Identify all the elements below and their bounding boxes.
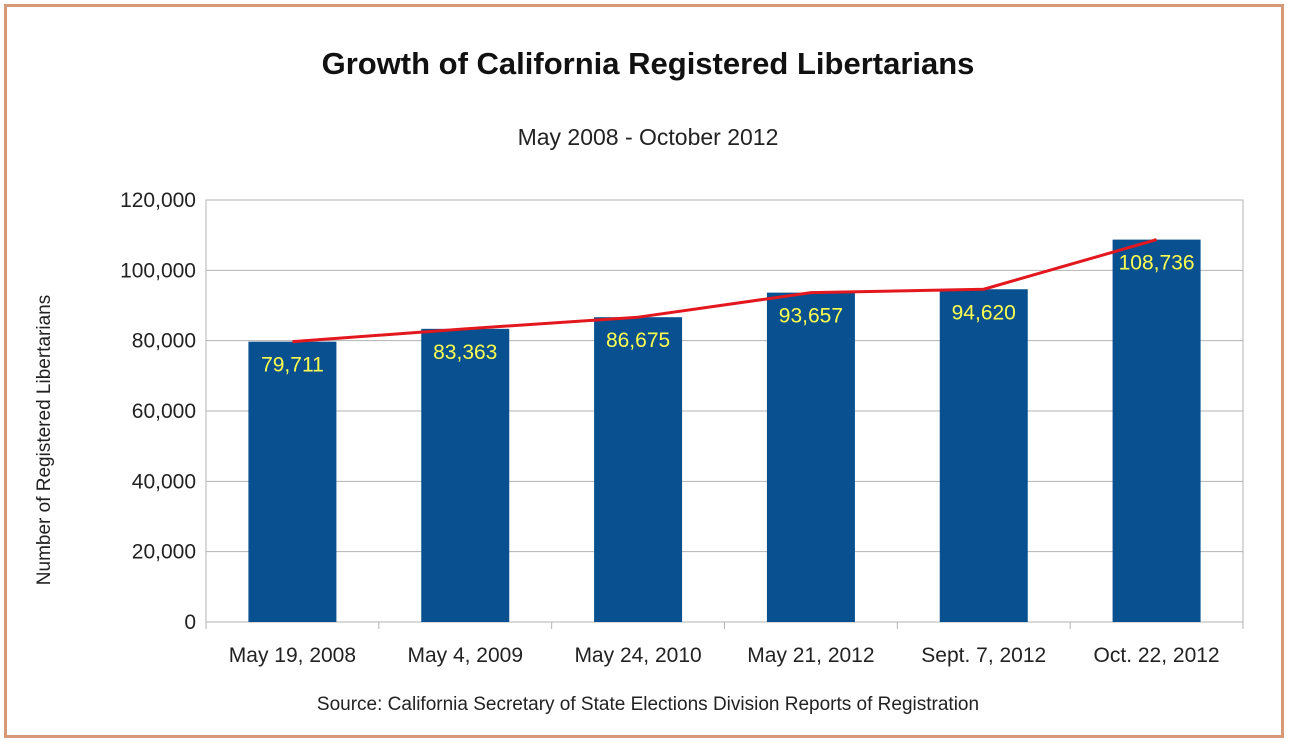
x-tick-label: May 19, 2008 (229, 644, 356, 667)
y-tick-label: 120,000 (120, 189, 196, 212)
x-tick-label: Oct. 22, 2012 (1094, 644, 1220, 667)
y-tick-label: 40,000 (132, 470, 196, 493)
chart-title: Growth of California Registered Libertar… (321, 46, 975, 81)
data-label: 79,711 (261, 354, 324, 377)
bar (594, 317, 683, 622)
data-label: 93,657 (779, 305, 843, 328)
data-label: 94,620 (952, 301, 1016, 324)
trend-line (292, 238, 1157, 344)
data-label: 86,675 (606, 329, 670, 352)
x-tick-label: Sept. 7, 2012 (921, 644, 1046, 667)
x-tick-label: May 4, 2009 (407, 644, 523, 667)
bar (939, 289, 1028, 622)
y-tick-label: 20,000 (132, 541, 196, 564)
source-note: Source: California Secretary of State El… (316, 694, 980, 715)
bar (248, 341, 337, 622)
y-tick-label: 60,000 (132, 400, 196, 423)
y-tick-label: 100,000 (120, 259, 196, 282)
chart-subtitle: May 2008 - October 2012 (517, 124, 779, 150)
data-label: 83,363 (433, 341, 497, 364)
x-tick-label: May 24, 2010 (574, 644, 701, 667)
bar (421, 328, 510, 622)
bar (1112, 239, 1201, 622)
data-label: 108,736 (1119, 252, 1195, 275)
y-tick-label: 0 (184, 611, 196, 634)
bar (766, 292, 855, 622)
x-tick-label: May 21, 2012 (747, 644, 874, 667)
y-tick-label: 80,000 (132, 330, 196, 353)
